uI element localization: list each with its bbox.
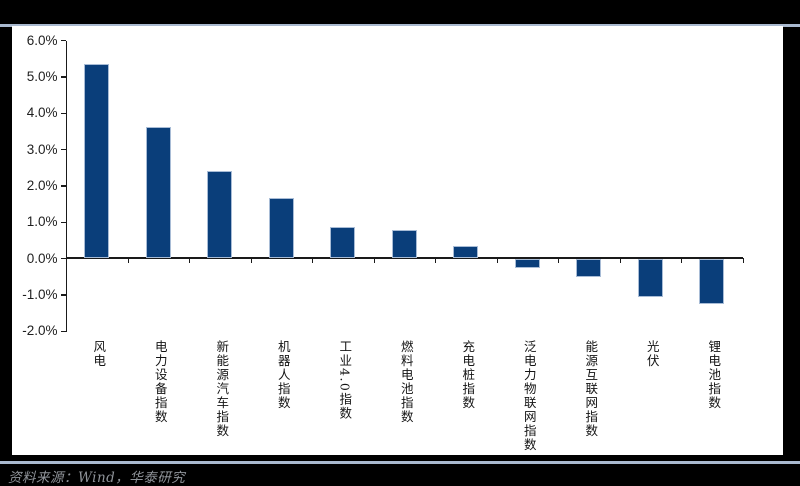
bar-6 [453, 245, 479, 258]
x-axis-category-label: 能源互联网指数 [583, 340, 599, 438]
bar-5 [391, 229, 417, 258]
y-axis-tick-label: 0.0% [26, 250, 58, 266]
y-axis-line [65, 41, 67, 332]
x-axis-tick [742, 258, 744, 263]
y-axis-tick-label: 6.0% [26, 32, 58, 48]
x-axis-tick [435, 258, 437, 263]
accent-line-top [0, 23, 800, 27]
y-axis-tick [60, 294, 66, 296]
x-axis-tick [496, 258, 498, 263]
x-axis-tick [619, 258, 621, 263]
bar-4 [330, 227, 356, 258]
x-axis-tick [312, 258, 314, 263]
source-note: 资料来源：Wind，华泰研究 [8, 470, 186, 486]
x-axis-tick [127, 258, 129, 263]
x-axis-category-label: 光伏 [644, 340, 660, 368]
bar-7 [514, 258, 540, 268]
bar-9 [637, 258, 663, 297]
bar-chart: 6.0% 5.0% 4.0% 3.0% 2.0% 1.0% 0.0% -1.0% -2.0% 风电… [22, 32, 744, 452]
bar-3 [268, 198, 294, 258]
x-axis-category-label: 锂电池指数 [706, 340, 722, 410]
y-axis-tick-label: 2.0% [26, 177, 58, 193]
y-axis-tick-label: 4.0% [26, 105, 58, 121]
x-axis-category-label: 泛电力物联网指数 [521, 340, 537, 452]
y-axis-tick [60, 112, 66, 115]
x-axis-category-label: 燃料电池指数 [398, 340, 414, 424]
x-axis-category-label: 风电 [91, 340, 107, 368]
x-axis-category-label: 新能源汽车指数 [214, 340, 230, 438]
y-axis-tick [60, 149, 66, 151]
x-axis-tick [189, 258, 191, 263]
x-axis-category-label: 机器人指数 [275, 340, 291, 410]
y-axis-tick [60, 76, 66, 78]
x-axis-category-label: 工业4.0指数 [337, 340, 353, 421]
x-axis-line [65, 257, 743, 259]
y-axis-tick [60, 330, 66, 333]
chart-panel: 6.0% 5.0% 4.0% 3.0% 2.0% 1.0% 0.0% -1.0% -2.0% 风电… [12, 26, 783, 455]
bar-0 [84, 63, 110, 258]
y-axis-tick [60, 221, 66, 224]
bar-2 [207, 170, 233, 258]
x-axis-category-label: 电力设备指数 [152, 340, 168, 424]
x-axis-tick [373, 258, 375, 263]
x-axis-category-label: 充电桩指数 [460, 340, 476, 410]
y-axis-tick [60, 40, 66, 42]
y-axis-tick-label: 1.0% [26, 214, 58, 230]
accent-line-bottom [0, 460, 800, 464]
top-border-bar [0, 0, 800, 24]
bar-1 [145, 127, 171, 258]
y-axis-tick-label: 5.0% [26, 68, 58, 84]
x-axis-tick [250, 258, 252, 263]
y-axis-tick-label: -2.0% [22, 323, 58, 339]
y-axis-tick [60, 258, 66, 260]
x-axis-tick [681, 258, 683, 263]
y-axis-tick-label: -1.0% [22, 286, 58, 302]
bar-8 [576, 258, 602, 277]
y-axis-tick-label: 3.0% [26, 141, 58, 157]
y-axis-tick [60, 185, 66, 187]
bar-10 [699, 258, 725, 305]
x-axis-tick [558, 258, 560, 263]
